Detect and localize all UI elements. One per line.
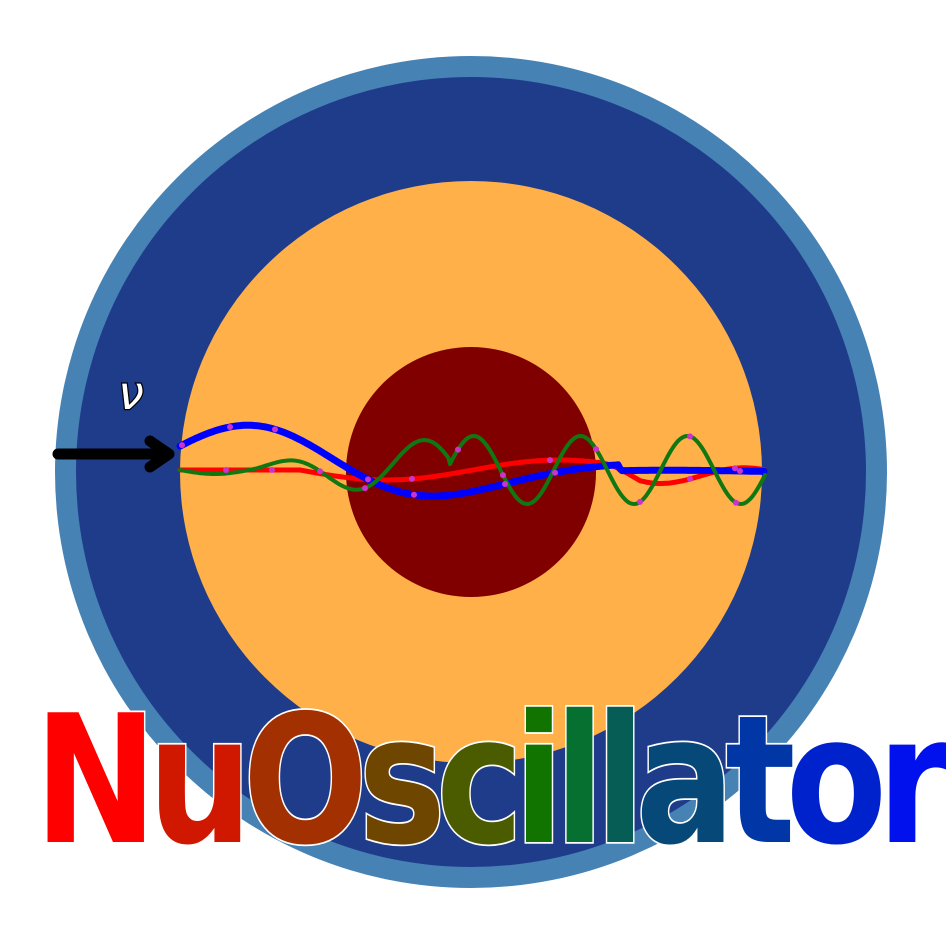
wave-green-marker [687, 433, 693, 440]
title-letter-0: N [34, 677, 148, 884]
wave-red-marker [269, 467, 275, 473]
wave-blue-marker [179, 442, 185, 449]
wave-green-marker [317, 468, 323, 475]
wave-blue-marker [737, 468, 743, 474]
wave-blue-marker [227, 424, 233, 430]
wave-green-marker [637, 498, 643, 505]
wave-red-marker [547, 457, 553, 464]
logo-title: NuOscillator [34, 677, 946, 884]
title-letter-4: c [436, 677, 514, 884]
wave-red-marker [409, 475, 415, 482]
title-letter-11: r [877, 677, 946, 884]
title-letter-3: s [358, 677, 439, 884]
wave-blue-marker [411, 491, 417, 498]
neutrino-arrow-icon [52, 435, 175, 473]
wave-blue-marker [365, 476, 371, 483]
wave-blue-marker [502, 481, 508, 487]
neutrino-symbol: ν [118, 366, 144, 420]
wave-green-marker [362, 485, 368, 492]
wave-green-marker [500, 472, 506, 479]
wave-green-marker [455, 446, 461, 453]
wave-green [178, 434, 767, 506]
title-letter-9: t [725, 677, 792, 884]
title-letter-8: a [635, 677, 725, 884]
title-letter-6: l [554, 677, 595, 884]
title-letter-5: i [514, 677, 555, 884]
wave-red [177, 457, 767, 486]
oscillation-waves [176, 421, 768, 506]
title-letter-7: l [595, 677, 636, 884]
wave-red-marker [223, 467, 229, 473]
title-letter-10: o [786, 677, 881, 884]
wave-blue-marker [552, 469, 558, 476]
wave-blue-marker [272, 426, 278, 433]
title-letter-2: O [243, 677, 362, 884]
wave-red-marker [687, 475, 693, 482]
wave-green-marker [733, 499, 739, 506]
title-letter-1: u [148, 677, 243, 884]
wave-green-marker [593, 446, 599, 453]
wave-red-marker [732, 465, 738, 472]
